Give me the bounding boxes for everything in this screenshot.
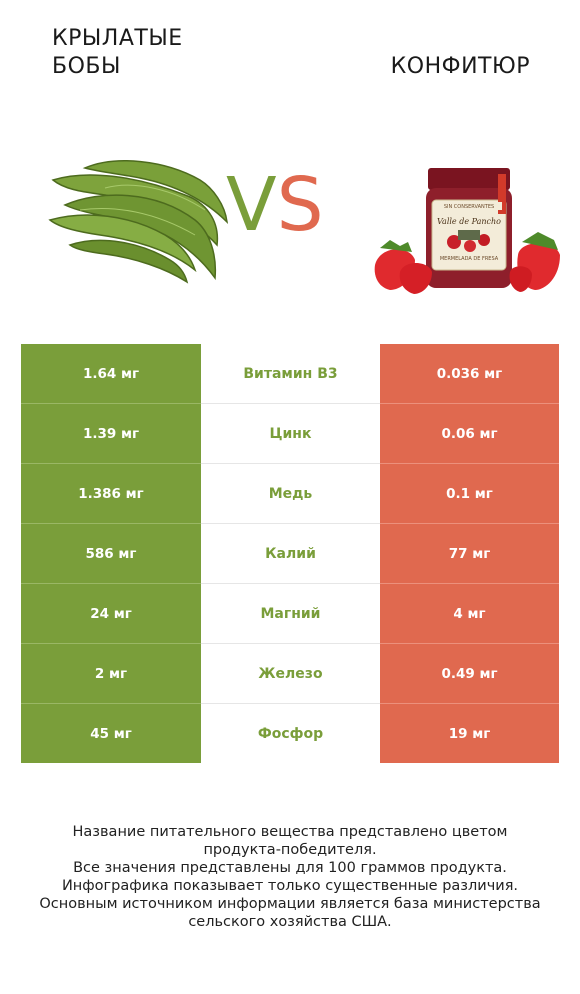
right-value: 0.036 мг xyxy=(380,344,559,404)
table-row: 45 мг Фосфор 19 мг xyxy=(21,703,559,763)
nutrient-name: Калий xyxy=(201,523,380,584)
left-product-title: Крылатые бобы xyxy=(52,26,183,79)
nutrient-name: Железо xyxy=(201,643,380,704)
left-value: 2 мг xyxy=(21,643,201,704)
vs-v: V xyxy=(226,162,277,248)
jar-subtitle-text: MERMELADA DE FRESA xyxy=(440,256,499,262)
jam-jar-image: SIN CONSERVANTES Valle de Pancho MERMELA… xyxy=(374,168,560,294)
comparison-table: 1.64 мг Витамин B3 0.036 мг 1.39 мг Цинк 0.06… xyxy=(21,344,559,763)
vs-label: VS xyxy=(226,168,324,242)
jar-label-text: Valle de Pancho xyxy=(437,217,501,226)
right-value: 4 мг xyxy=(380,583,559,644)
nutrient-name: Медь xyxy=(201,463,380,524)
left-value: 1.39 мг xyxy=(21,403,201,464)
right-value: 77 мг xyxy=(380,523,559,584)
nutrient-name: Магний xyxy=(201,583,380,644)
jar-top-text: SIN CONSERVANTES xyxy=(444,204,494,210)
table-row: 586 мг Калий 77 мг xyxy=(21,523,559,584)
footer-line: Все значения представлены для 100 граммо… xyxy=(73,860,507,876)
footer-notes: Название питательного вещества представл… xyxy=(20,823,560,931)
footer-line: Название питательного вещества представл… xyxy=(72,824,508,840)
left-value: 24 мг xyxy=(21,583,201,644)
table-row: 1.39 мг Цинк 0.06 мг xyxy=(21,403,559,464)
winged-beans-image xyxy=(48,160,228,284)
right-value: 0.49 мг xyxy=(380,643,559,704)
jar: SIN CONSERVANTES Valle de Pancho MERMELA… xyxy=(426,168,512,288)
table-row: 24 мг Магний 4 мг xyxy=(21,583,559,644)
vs-s: S xyxy=(276,162,324,248)
left-value: 1.64 мг xyxy=(21,344,201,404)
nutrient-name: Цинк xyxy=(201,403,380,464)
strawberries xyxy=(374,232,560,294)
left-value: 1.386 мг xyxy=(21,463,201,524)
nutrient-name: Фосфор xyxy=(201,703,380,763)
footer-line: Инфографика показывает только существенн… xyxy=(61,878,519,894)
footer-line: продукта-победителя. xyxy=(203,842,377,858)
left-value: 586 мг xyxy=(21,523,201,584)
nutrient-name: Витамин B3 xyxy=(201,344,380,404)
table-row: 1.64 мг Витамин B3 0.036 мг xyxy=(21,344,559,404)
bean-pod xyxy=(48,160,228,284)
left-value: 45 мг xyxy=(21,703,201,763)
right-value: 0.06 мг xyxy=(380,403,559,464)
table-row: 2 мг Железо 0.49 мг xyxy=(21,643,559,704)
right-value: 19 мг xyxy=(380,703,559,763)
footer-line: Основным источником информации является … xyxy=(39,896,541,912)
table-row: 1.386 мг Медь 0.1 мг xyxy=(21,463,559,524)
footer-line: сельского хозяйства США. xyxy=(188,914,392,930)
right-value: 0.1 мг xyxy=(380,463,559,524)
right-product-title: Конфитюр xyxy=(390,54,530,79)
